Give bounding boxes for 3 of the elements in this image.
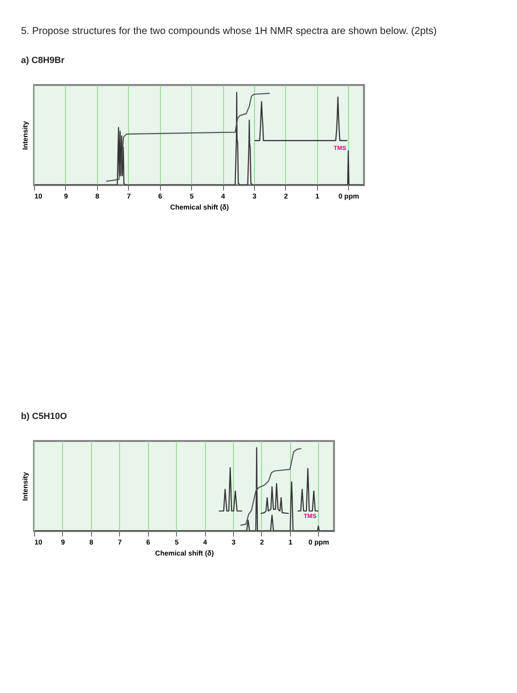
chart-title: 5. Propose structures for the two compounds whose 1H NMR spectra are shown below. (2pts) — [21, 26, 437, 37]
chart-subtitle: a) C8H9Br — [21, 55, 66, 65]
chart-title: b) C5H10O — [21, 411, 68, 421]
